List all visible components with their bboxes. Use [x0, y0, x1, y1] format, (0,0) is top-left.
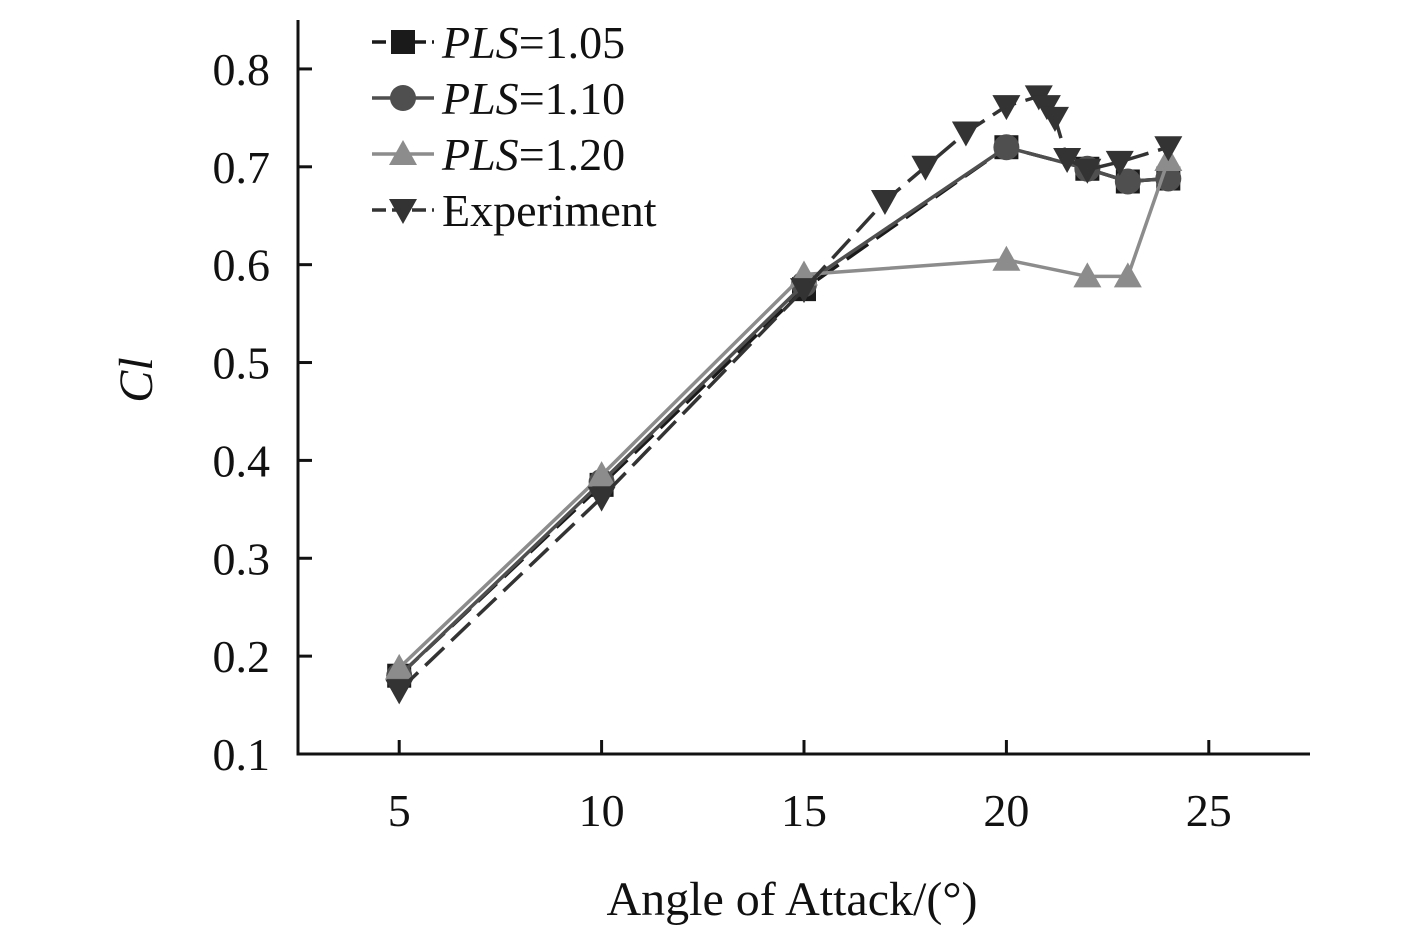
data-point [1154, 136, 1183, 162]
x-tick-label: 5 [388, 785, 411, 836]
legend-marker [389, 140, 417, 165]
y-tick-label: 0.3 [213, 533, 271, 584]
data-point [1105, 150, 1134, 176]
y-tick-label: 0.8 [213, 44, 271, 95]
legend-marker [389, 199, 417, 224]
data-point [992, 95, 1021, 121]
data-point [1113, 262, 1142, 288]
data-point [870, 190, 899, 216]
y-tick-label: 0.6 [213, 240, 271, 291]
data-point [385, 679, 414, 705]
data-point [1114, 168, 1141, 195]
legend-label: Experiment [442, 185, 657, 236]
data-point [992, 245, 1021, 271]
series-line [397, 159, 1170, 670]
data-point [911, 155, 940, 181]
series-4 [385, 85, 1183, 705]
series-group [385, 85, 1183, 705]
data-point [1155, 165, 1182, 192]
data-point [1073, 262, 1102, 288]
legend-item: PLS=1.20 [372, 129, 625, 180]
series-line [397, 94, 1169, 692]
data-point [951, 121, 980, 147]
legend-item: PLS=1.10 [372, 73, 625, 124]
data-point [993, 134, 1020, 161]
legend-marker [391, 30, 415, 54]
x-tick-label: 10 [579, 785, 625, 836]
y-tick-label: 0.5 [213, 338, 271, 389]
y-tick-label: 0.1 [213, 729, 271, 780]
legend-label: PLS=1.10 [441, 73, 625, 124]
axes: 0.1 0.2 0.3 0.4 0.5 0.6 0.7 0.8 5 10 15 20 25 [213, 20, 1310, 836]
x-tick-label: 20 [983, 785, 1029, 836]
data-point [587, 461, 616, 487]
legend-label: PLS=1.20 [441, 129, 625, 180]
data-point [1040, 106, 1069, 132]
data-point [1073, 158, 1102, 184]
x-tick-label: 15 [781, 785, 827, 836]
x-tick-label: 25 [1186, 785, 1232, 836]
data-point [790, 278, 818, 304]
data-point [587, 486, 616, 512]
y-axis-title: Cl [110, 357, 163, 402]
legend-item: PLS=1.05 [372, 17, 625, 68]
y-tick-label: 0.7 [213, 142, 271, 193]
legend-label: PLS=1.05 [441, 17, 625, 68]
data-point [1053, 147, 1082, 173]
legend-marker [390, 85, 416, 111]
y-tick-label: 0.2 [213, 631, 271, 682]
data-point [385, 653, 414, 679]
x-axis-title: Angle of Attack/(°) [606, 873, 977, 926]
y-tick-label: 0.4 [213, 435, 271, 486]
legend-item: Experiment [372, 185, 657, 236]
